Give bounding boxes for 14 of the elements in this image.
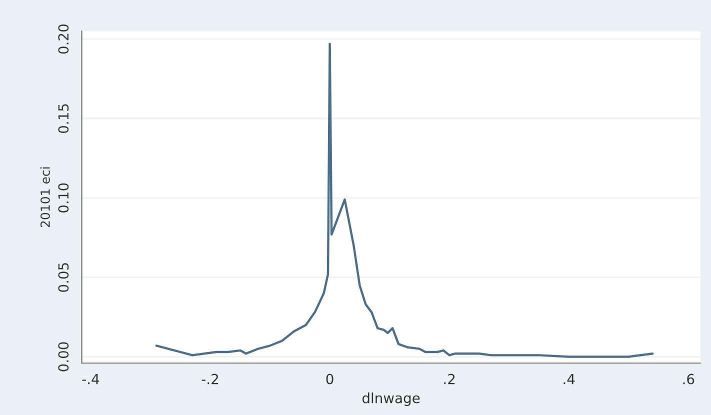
x-tick-label: -.2 (202, 374, 218, 384)
line-series (155, 42, 654, 358)
x-axis-title: dlnwage (362, 392, 420, 406)
x-tick-label: .2 (444, 374, 455, 384)
x-tick-label: 0 (326, 374, 334, 384)
y-tick-label: 0.00 (58, 342, 69, 372)
y-tick-label: 0.05 (58, 263, 69, 292)
x-tick-label: .4 (564, 374, 575, 384)
y-tick-label: 0.20 (58, 24, 69, 54)
y-axis-title: 20101 eci (40, 167, 50, 228)
x-tick-label: -.4 (82, 374, 100, 384)
y-tick-label: 0.10 (58, 183, 69, 212)
y-tick-label: 0.15 (58, 104, 69, 134)
x-tick-label: .6 (683, 374, 694, 384)
